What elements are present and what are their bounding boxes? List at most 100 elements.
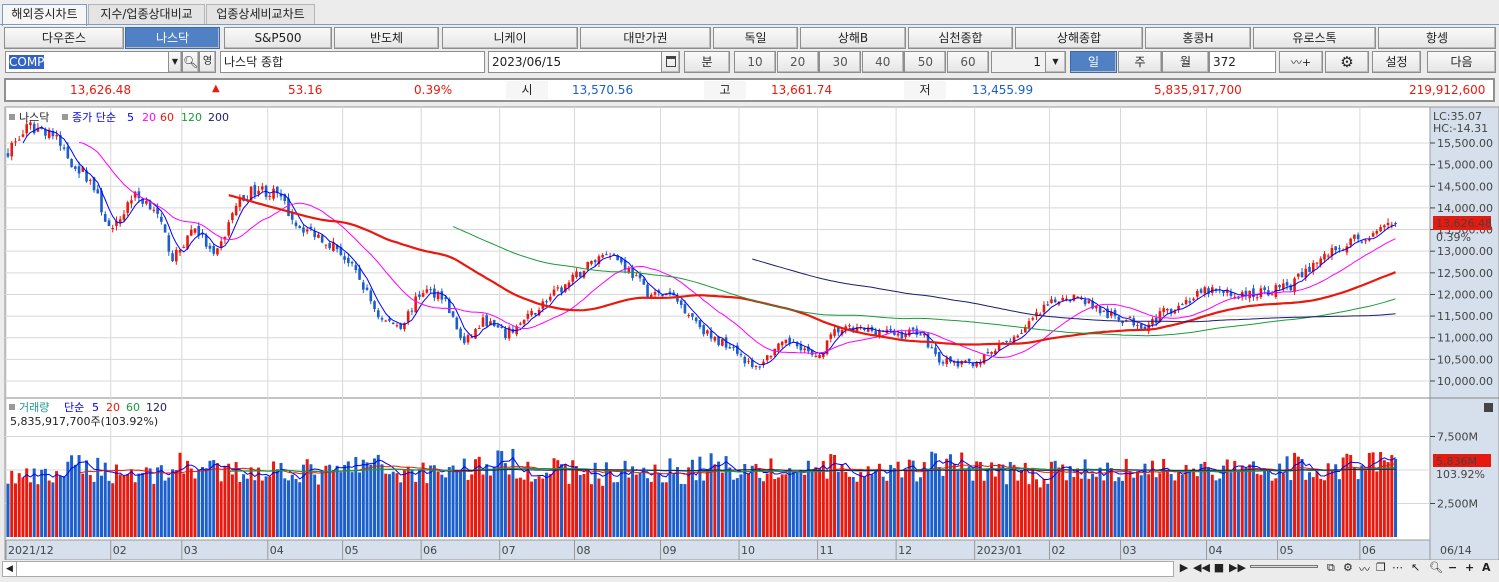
minute-option-30[interactable]: 30: [819, 51, 862, 73]
index-button-8[interactable]: 심천종합: [908, 27, 1013, 49]
minute-option-60[interactable]: 60: [947, 51, 989, 73]
tick-dropdown-button[interactable]: ▼: [1045, 51, 1066, 73]
close-pane-button[interactable]: [1484, 403, 1493, 412]
search-button[interactable]: 🔍︎: [182, 51, 199, 73]
next-button[interactable]: 다음: [1427, 51, 1496, 73]
minute-button[interactable]: 분: [684, 51, 730, 73]
minute-option-10[interactable]: 10: [734, 51, 776, 73]
volume-bar: [851, 476, 855, 537]
candle: [754, 365, 758, 367]
gear-icon[interactable]: ⚙: [1343, 561, 1353, 574]
play-button[interactable]: ▶: [1179, 561, 1189, 574]
up-arrow-icon: ▲: [212, 83, 220, 94]
volume-bar: [672, 474, 676, 537]
volume-bar: [470, 474, 474, 537]
index-button-6[interactable]: 독일: [713, 27, 798, 49]
candle: [911, 327, 915, 330]
zoom-slider[interactable]: [1250, 565, 1318, 568]
volume-bar: [335, 465, 339, 537]
code-input[interactable]: COMP: [5, 51, 169, 73]
volume-bar: [990, 462, 994, 537]
volume-bar: [1360, 465, 1364, 537]
minus-icon[interactable]: −: [1448, 561, 1458, 574]
candle: [1263, 287, 1266, 291]
minute-option-40[interactable]: 40: [861, 51, 904, 73]
rewind-button[interactable]: ◀◀: [1193, 561, 1210, 574]
candle: [560, 287, 563, 293]
index-button-1[interactable]: 나스닥: [125, 27, 220, 49]
index-button-5[interactable]: 대만가권: [580, 27, 711, 49]
candle: [724, 337, 728, 348]
candle: [1173, 311, 1177, 314]
chart-icon[interactable]: ⋯: [1392, 561, 1403, 574]
add-indicator-button[interactable]: 〰+: [1279, 51, 1323, 73]
index-button-11[interactable]: 유로스톡: [1253, 27, 1376, 49]
candle: [848, 325, 851, 327]
volume-bar: [346, 461, 350, 537]
volume-bar: [638, 472, 642, 537]
volume-bar: [533, 478, 537, 537]
period-day-button[interactable]: 일: [1070, 51, 1117, 73]
candle: [825, 340, 829, 355]
ma5-line: [22, 126, 1396, 366]
settings-button[interactable]: 설정: [1372, 51, 1421, 73]
candle: [997, 343, 1001, 351]
candle: [1300, 271, 1304, 278]
horizontal-scrollbar[interactable]: ◀: [2, 561, 1174, 577]
volume-bar: [152, 483, 156, 537]
stock-chart[interactable]: 15,500.0015,000.0014,500.0014,000.0013,5…: [0, 105, 1499, 560]
index-button-9[interactable]: 상해종합: [1015, 27, 1143, 49]
count-input[interactable]: 372: [1209, 51, 1276, 73]
candle: [137, 191, 141, 199]
candle: [1139, 323, 1143, 329]
fast-forward-button[interactable]: ▶▶: [1229, 561, 1246, 574]
volume-bar: [500, 451, 504, 537]
index-button-12[interactable]: 항셍: [1378, 27, 1496, 49]
index-button-4[interactable]: 니케이: [442, 27, 578, 49]
date-label: 10: [741, 544, 755, 557]
candle: [249, 186, 253, 201]
code-dropdown-button[interactable]: ▼: [168, 51, 182, 73]
window-icon[interactable]: ❐: [1376, 561, 1386, 574]
plus-icon[interactable]: +: [1465, 561, 1475, 574]
period-week-button[interactable]: 주: [1118, 51, 1162, 73]
font-icon[interactable]: A: [1482, 561, 1491, 574]
volume-bar: [855, 481, 859, 537]
tick-select[interactable]: 1: [991, 51, 1046, 73]
index-button-7[interactable]: 상해B: [800, 27, 906, 49]
period-month-button[interactable]: 월: [1162, 51, 1209, 73]
volume-bar: [1091, 473, 1095, 537]
volume-bar: [114, 464, 118, 537]
cursor-icon[interactable]: ↖: [1411, 561, 1421, 574]
stop-button[interactable]: ■: [1213, 561, 1225, 574]
candle: [653, 292, 657, 295]
scroll-left-button[interactable]: ◀: [3, 562, 17, 576]
legend-ma20: 20: [142, 111, 156, 124]
index-button-3[interactable]: 반도체: [334, 27, 439, 49]
candle: [328, 243, 331, 249]
zoom-icon[interactable]: 🔍︎: [1429, 561, 1443, 574]
minute-option-50[interactable]: 50: [904, 51, 947, 73]
candle: [175, 249, 178, 262]
minute-option-20[interactable]: 20: [776, 51, 819, 73]
volume-bar: [485, 464, 489, 537]
english-toggle-button[interactable]: 영: [199, 51, 216, 73]
index-button-10[interactable]: 홍콩H: [1145, 27, 1251, 49]
volume-bar: [290, 474, 294, 537]
volume-bar: [1038, 487, 1042, 537]
gear-button[interactable]: ⚙: [1325, 51, 1369, 73]
tab-overseas-chart[interactable]: 해외증시차트: [2, 4, 87, 26]
volume-bar: [1263, 468, 1267, 537]
indicator-icon[interactable]: 〰: [1359, 563, 1370, 576]
candle: [115, 221, 118, 226]
tab-sector-compare[interactable]: 업종상세비교차트: [206, 4, 315, 25]
volume-bar: [395, 473, 399, 537]
volume-bar: [1222, 465, 1225, 537]
index-button-2[interactable]: S&P500: [224, 27, 332, 49]
index-button-0[interactable]: 다우존스: [4, 27, 124, 49]
tab-index-compare[interactable]: 지수/업종상대비교: [88, 4, 205, 25]
candle: [373, 301, 376, 310]
date-input[interactable]: 2023/06/15: [488, 51, 662, 73]
layout-icon[interactable]: ⧉: [1327, 561, 1335, 574]
calendar-button[interactable]: [661, 51, 680, 73]
